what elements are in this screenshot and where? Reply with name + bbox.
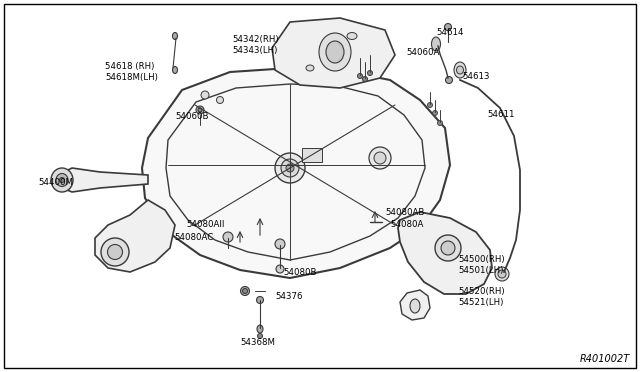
Ellipse shape	[275, 153, 305, 183]
Text: 54080AC: 54080AC	[174, 233, 213, 242]
Ellipse shape	[431, 37, 440, 51]
Ellipse shape	[358, 74, 362, 78]
Text: 54618M(LH): 54618M(LH)	[105, 73, 158, 82]
Ellipse shape	[410, 299, 420, 313]
Text: 54618 (RH): 54618 (RH)	[105, 62, 154, 71]
Text: 54521(LH): 54521(LH)	[458, 298, 504, 307]
Text: 54501(LH): 54501(LH)	[458, 266, 504, 275]
Ellipse shape	[326, 41, 344, 63]
Text: 54342(RH): 54342(RH)	[232, 35, 278, 44]
Ellipse shape	[275, 239, 285, 249]
Text: 54376: 54376	[275, 292, 303, 301]
Ellipse shape	[196, 106, 204, 114]
Text: 54060A: 54060A	[406, 48, 440, 57]
Ellipse shape	[257, 296, 264, 304]
Ellipse shape	[445, 77, 452, 83]
Ellipse shape	[56, 173, 68, 186]
Text: 54400M: 54400M	[38, 178, 73, 187]
Text: 54613: 54613	[462, 72, 490, 81]
Text: 54343(LH): 54343(LH)	[232, 46, 277, 55]
Text: 54611: 54611	[487, 110, 515, 119]
Ellipse shape	[243, 289, 248, 294]
Polygon shape	[398, 212, 492, 294]
Ellipse shape	[101, 238, 129, 266]
Ellipse shape	[173, 32, 177, 39]
Ellipse shape	[454, 62, 466, 78]
Text: 54614: 54614	[436, 28, 463, 37]
Ellipse shape	[281, 159, 299, 177]
Text: R401002T: R401002T	[580, 354, 630, 364]
Polygon shape	[58, 168, 148, 192]
Text: 54060B: 54060B	[175, 112, 209, 121]
Text: 54080A: 54080A	[390, 220, 424, 229]
Ellipse shape	[276, 265, 284, 273]
Ellipse shape	[495, 267, 509, 281]
Ellipse shape	[362, 77, 367, 81]
Ellipse shape	[456, 66, 463, 74]
Ellipse shape	[438, 121, 442, 125]
Ellipse shape	[201, 91, 209, 99]
Text: 54520(RH): 54520(RH)	[458, 287, 504, 296]
Text: 54080AB: 54080AB	[385, 208, 424, 217]
Ellipse shape	[60, 177, 65, 183]
Polygon shape	[142, 68, 450, 278]
Ellipse shape	[498, 270, 506, 278]
Ellipse shape	[433, 110, 438, 115]
Text: 54080AII: 54080AII	[186, 220, 225, 229]
Polygon shape	[400, 290, 430, 320]
Ellipse shape	[435, 235, 461, 261]
Polygon shape	[95, 200, 175, 272]
Ellipse shape	[428, 103, 433, 108]
Ellipse shape	[374, 152, 386, 164]
Ellipse shape	[319, 33, 351, 71]
Ellipse shape	[347, 32, 357, 39]
Ellipse shape	[51, 168, 73, 192]
Polygon shape	[302, 148, 322, 162]
Ellipse shape	[241, 286, 250, 295]
Ellipse shape	[441, 241, 455, 255]
Ellipse shape	[223, 232, 233, 242]
Ellipse shape	[286, 164, 294, 172]
Polygon shape	[272, 18, 395, 88]
Ellipse shape	[108, 244, 122, 260]
Ellipse shape	[369, 147, 391, 169]
Ellipse shape	[445, 23, 451, 31]
Ellipse shape	[257, 325, 263, 333]
Ellipse shape	[367, 71, 372, 76]
Text: 54500(RH): 54500(RH)	[458, 255, 504, 264]
Ellipse shape	[216, 96, 223, 103]
Ellipse shape	[173, 67, 177, 74]
Ellipse shape	[306, 65, 314, 71]
Text: 54080B: 54080B	[283, 268, 317, 277]
Ellipse shape	[257, 334, 262, 339]
Text: 54368M: 54368M	[241, 338, 275, 347]
Ellipse shape	[198, 108, 202, 112]
